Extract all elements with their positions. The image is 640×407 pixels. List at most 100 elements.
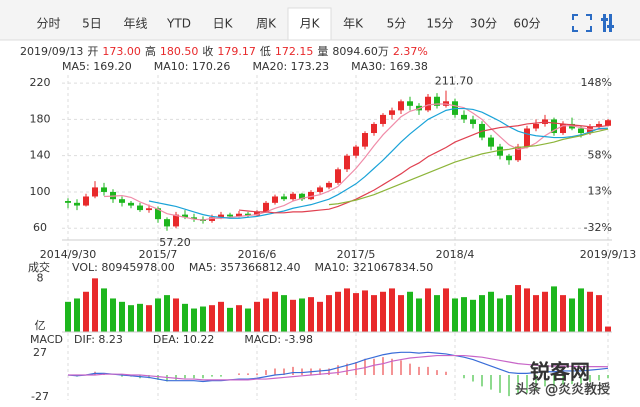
tab[interactable]: 日K [213,17,234,31]
candle-body [533,123,539,129]
candle-body [551,119,557,134]
volume-bar [434,295,440,332]
y2-tick-label: 148% [581,76,612,89]
candle-body [182,214,188,218]
volume-bar [299,298,305,332]
tab[interactable]: 周K [256,17,277,31]
fullscreen-icon[interactable] [572,14,592,32]
candle-body [335,169,341,183]
volume-bar [596,295,602,332]
y2-tick-label: 13% [588,185,612,198]
tab[interactable]: 5日 [82,17,102,31]
x-tick-label: 2014/9/30 [40,248,96,261]
volume-bar [281,295,287,332]
tab[interactable]: 分时 [36,17,60,31]
volume-bar [164,295,170,332]
candle-body [470,119,476,124]
volume-bar [587,291,593,332]
volume-legend: MA10: 321067834.50 [315,261,434,274]
volume-bar [146,305,152,332]
volume-bar [389,288,395,332]
volume-bar [110,298,116,332]
candle-body [173,214,179,227]
volume-bar [542,291,548,332]
candle-body [371,123,377,134]
ma-line [238,121,609,214]
quote-label: 开 [87,45,98,58]
candle-body [425,96,431,111]
candle-body [434,96,440,106]
volume-bar [74,298,80,332]
candle-body [209,217,215,221]
candle-body [326,182,332,188]
volume-title: 成交 [28,260,50,274]
candle-body [128,202,134,206]
tab[interactable]: 30分 [470,17,497,31]
volume-bar [92,278,98,332]
candle-body [353,146,359,156]
tab[interactable]: 月K [300,17,321,31]
ma-line [103,103,609,221]
quote-date: 2019/09/13 [20,45,83,58]
candle-body [236,213,242,217]
candle-body [398,101,404,111]
candle-body [254,211,260,216]
quote-label: 高 [145,44,156,58]
volume-bar [101,288,107,332]
volume-bar [533,295,539,332]
candle-body [218,214,224,218]
candle-body [281,196,287,200]
volume-bar [353,293,359,332]
volume-bar [128,305,134,332]
volume-bar [317,301,323,332]
x-tick-label: 2017/5 [337,248,376,261]
volume-bar [560,295,566,332]
volume-bar [137,303,143,332]
volume-bar [200,306,206,332]
ma-legend: MA10: 170.26 [154,60,231,73]
volume-bar [245,308,251,332]
volume-bar [182,303,188,332]
volume-bar [470,299,476,332]
quote-value: 8094.60万 [332,45,389,58]
y-tick-label: 100 [30,185,51,198]
price-annotation: 57.20 [159,236,191,249]
candle-body [524,128,530,147]
candle-body [308,191,314,200]
volume-bar [524,288,530,332]
volume-bar [236,305,242,332]
quote-value: 179.17 [217,45,256,58]
tab[interactable]: 60分 [513,17,540,31]
volume-bar [254,301,260,332]
candle-body [515,146,521,161]
tab[interactable]: 年K [343,17,364,31]
candle-body [299,193,305,200]
ma-legend: MA30: 169.38 [351,60,428,73]
volume-bar [461,297,467,332]
candle-body [137,205,143,211]
volume-bar [425,288,431,332]
volume-bar [551,286,557,332]
dea-line [68,354,609,381]
candle-body [272,196,278,203]
candle-body [488,137,494,147]
tab[interactable]: 5分 [387,17,407,31]
macd-tick: -27 [31,390,49,403]
quote-value: 172.15 [275,45,314,58]
ma-legend: MA5: 169.20 [62,60,132,73]
quote-label: 量 [317,45,328,58]
volume-bar [515,285,521,332]
quote-line: 2019/09/13 开 173.00 高 180.50 收 179.17 低 172.15 量 8… [20,44,428,58]
volume-bar [371,295,377,332]
candle-body [83,196,89,206]
ma-line [328,128,609,206]
tab[interactable]: 15分 [426,17,453,31]
volume-bar [416,298,422,332]
x-tick-label: 2016/6 [238,248,277,261]
candle-body [506,155,512,161]
tab[interactable]: 年线 [123,17,147,31]
candle-body [263,202,269,212]
volume-bar [344,288,350,332]
tab[interactable]: YTD [166,17,191,31]
settings-icon[interactable] [601,14,614,32]
